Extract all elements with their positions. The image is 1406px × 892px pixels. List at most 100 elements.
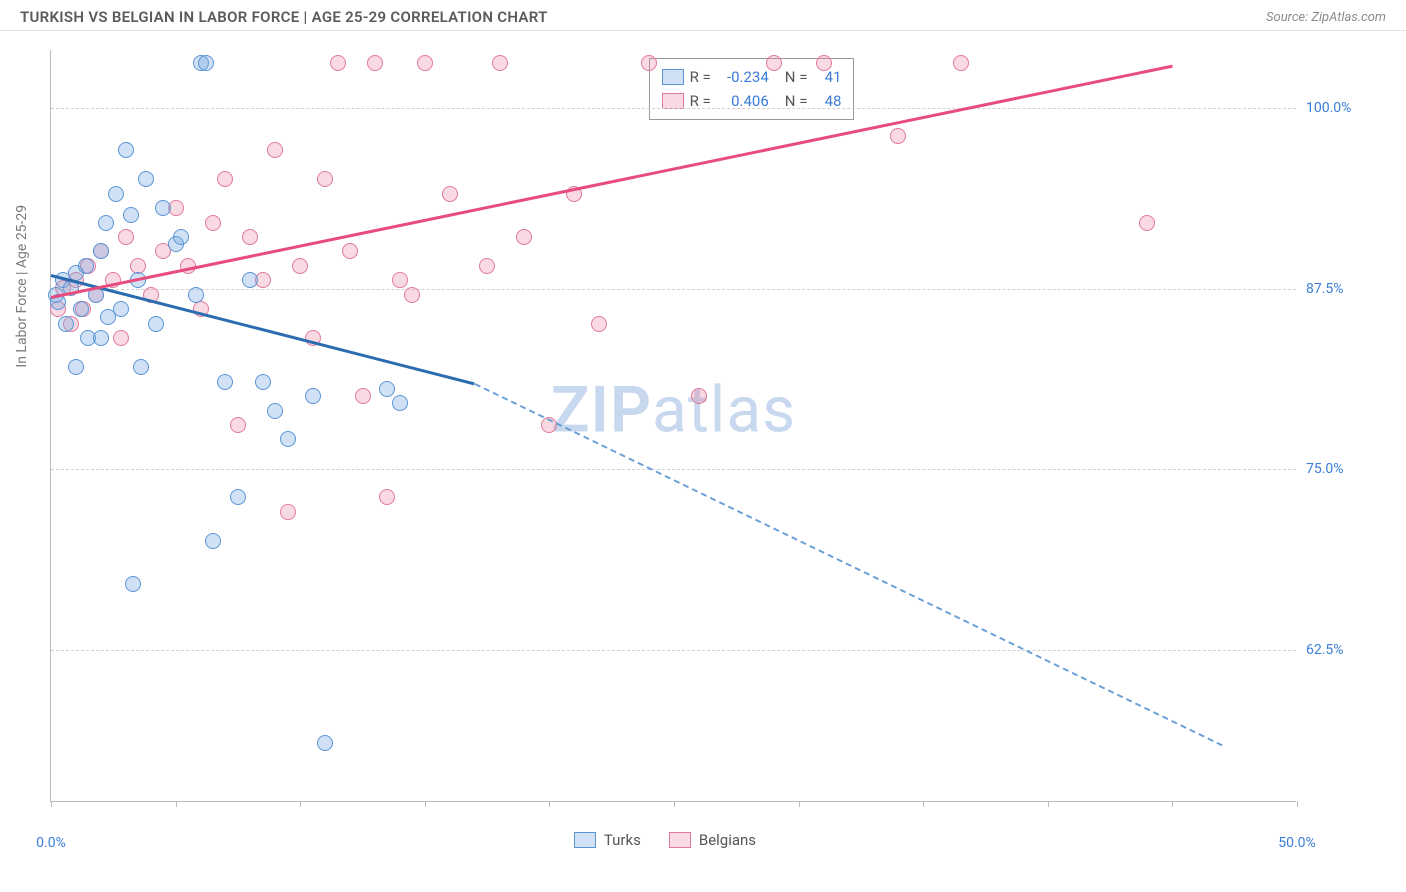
- data-point-blue: [267, 403, 283, 419]
- data-point-pink: [1139, 215, 1155, 231]
- y-axis-label: In Labor Force | Age 25-29: [14, 205, 30, 368]
- n-value: 48: [813, 89, 841, 113]
- gridline: [51, 650, 1296, 651]
- r-value: 0.406: [717, 89, 769, 113]
- data-point-blue: [133, 359, 149, 375]
- data-point-pink: [355, 388, 371, 404]
- x-tick: [1048, 801, 1049, 807]
- x-tick: [674, 801, 675, 807]
- legend-row-pink: R = 0.406 N = 48: [662, 89, 842, 113]
- x-tick: [176, 801, 177, 807]
- y-tick-label: 62.5%: [1306, 642, 1366, 658]
- data-point-blue: [118, 142, 134, 158]
- data-point-pink: [816, 55, 832, 71]
- data-point-pink: [641, 55, 657, 71]
- x-tick-label-right: 50.0%: [1278, 835, 1316, 851]
- data-point-pink: [217, 171, 233, 187]
- r-label: R =: [690, 65, 711, 89]
- data-point-pink: [691, 388, 707, 404]
- data-point-blue: [205, 533, 221, 549]
- x-tick: [425, 801, 426, 807]
- data-point-blue: [198, 55, 214, 71]
- x-tick: [923, 801, 924, 807]
- data-point-blue: [93, 330, 109, 346]
- data-point-pink: [242, 229, 258, 245]
- data-point-blue: [78, 258, 94, 274]
- chart-area: In Labor Force | Age 25-29 ZIPatlas R = …: [50, 50, 1386, 832]
- data-point-blue: [68, 359, 84, 375]
- data-point-blue: [113, 301, 129, 317]
- data-point-pink: [330, 55, 346, 71]
- data-point-blue: [217, 374, 233, 390]
- watermark-rest: atlas: [652, 373, 796, 448]
- data-point-pink: [417, 55, 433, 71]
- data-point-blue: [93, 243, 109, 259]
- data-point-blue: [280, 431, 296, 447]
- legend-label: Belgians: [699, 831, 756, 849]
- plot-region: ZIPatlas R = -0.234 N = 41 R = 0.406 N =…: [50, 50, 1296, 802]
- data-point-pink: [205, 215, 221, 231]
- data-point-pink: [342, 243, 358, 259]
- x-tick: [300, 801, 301, 807]
- data-point-blue: [230, 489, 246, 505]
- data-point-blue: [173, 229, 189, 245]
- data-point-blue: [123, 207, 139, 223]
- data-point-blue: [138, 171, 154, 187]
- legend-label: Turks: [604, 831, 641, 849]
- legend-item-belgians: Belgians: [669, 831, 756, 849]
- data-point-blue: [108, 186, 124, 202]
- x-tick: [51, 801, 52, 807]
- x-tick: [1297, 801, 1298, 807]
- data-point-blue: [98, 215, 114, 231]
- swatch-pink-icon: [662, 93, 684, 109]
- data-point-blue: [155, 200, 171, 216]
- y-tick-label: 100.0%: [1306, 100, 1366, 116]
- chart-title: TURKISH VS BELGIAN IN LABOR FORCE | AGE …: [20, 8, 548, 26]
- r-value: -0.234: [717, 65, 769, 89]
- data-point-blue: [317, 735, 333, 751]
- data-point-pink: [367, 55, 383, 71]
- gridline: [51, 469, 1296, 470]
- gridline: [51, 108, 1296, 109]
- r-label: R =: [690, 89, 711, 113]
- x-tick: [549, 801, 550, 807]
- x-tick: [1172, 801, 1173, 807]
- legend-item-turks: Turks: [574, 831, 641, 849]
- data-point-blue: [255, 374, 271, 390]
- data-point-blue: [242, 272, 258, 288]
- data-point-pink: [516, 229, 532, 245]
- data-point-pink: [442, 186, 458, 202]
- n-label: N =: [785, 65, 808, 89]
- data-point-pink: [379, 489, 395, 505]
- data-point-pink: [392, 272, 408, 288]
- data-point-pink: [317, 171, 333, 187]
- data-point-pink: [230, 417, 246, 433]
- data-point-pink: [267, 142, 283, 158]
- watermark-bold: ZIP: [551, 373, 652, 448]
- data-point-pink: [404, 287, 420, 303]
- y-tick-label: 87.5%: [1306, 281, 1366, 297]
- data-point-pink: [113, 330, 129, 346]
- n-label: N =: [785, 89, 808, 113]
- data-point-pink: [118, 229, 134, 245]
- x-tick-label-left: 0.0%: [36, 835, 66, 851]
- data-point-blue: [379, 381, 395, 397]
- data-point-blue: [188, 287, 204, 303]
- data-point-pink: [280, 504, 296, 520]
- swatch-blue-icon: [662, 69, 684, 85]
- data-point-blue: [73, 301, 89, 317]
- data-point-blue: [305, 388, 321, 404]
- data-point-blue: [392, 395, 408, 411]
- x-tick: [799, 801, 800, 807]
- data-point-pink: [591, 316, 607, 332]
- data-point-blue: [148, 316, 164, 332]
- swatch-blue-icon: [574, 832, 596, 848]
- data-point-pink: [953, 55, 969, 71]
- legend-series: Turks Belgians: [574, 831, 756, 849]
- data-point-pink: [479, 258, 495, 274]
- trend-line-blue-dashed: [474, 383, 1222, 746]
- data-point-pink: [292, 258, 308, 274]
- data-point-pink: [890, 128, 906, 144]
- swatch-pink-icon: [669, 832, 691, 848]
- y-tick-label: 75.0%: [1306, 461, 1366, 477]
